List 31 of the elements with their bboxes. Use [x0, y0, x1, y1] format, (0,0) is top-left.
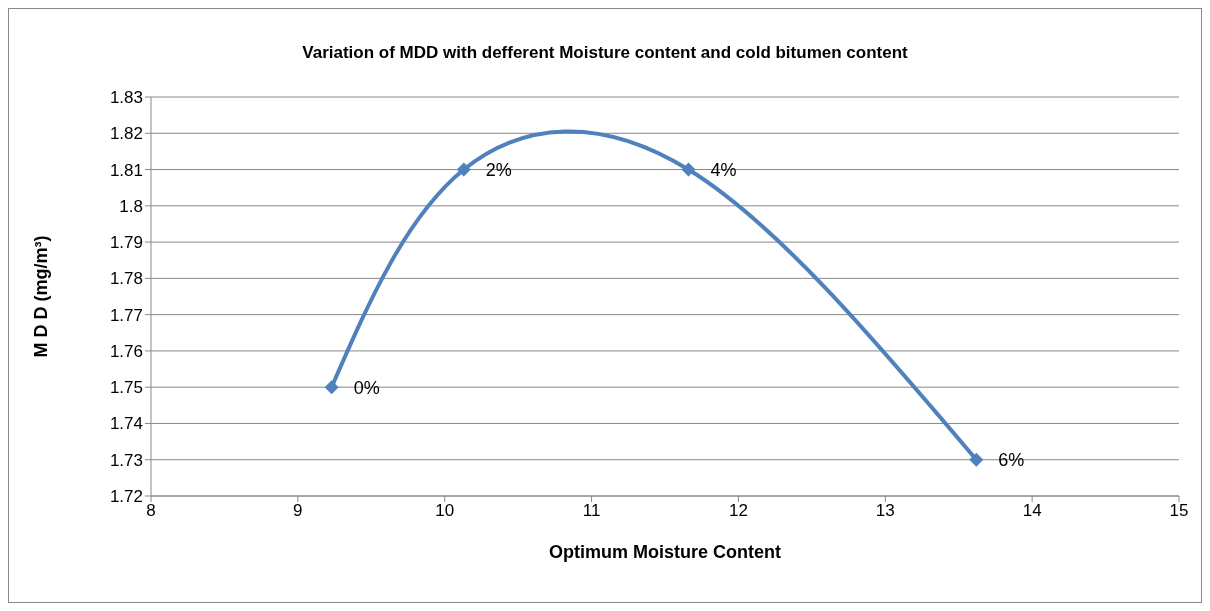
x-axis-title: Optimum Moisture Content [549, 542, 781, 562]
point [456, 162, 471, 177]
x-tick-label: 10 [435, 501, 455, 521]
y-tick-label: 1.77 [109, 305, 143, 325]
y-tick-label: 1.72 [109, 487, 143, 507]
y-tick-label: 1.76 [109, 341, 143, 361]
x-tick-label: 13 [875, 501, 895, 521]
point [681, 162, 696, 177]
y-tick-label: 1.83 [109, 88, 143, 108]
y-tick-label: 1.74 [109, 414, 143, 434]
y-tick-label: 1.78 [109, 269, 143, 289]
x-tick-label: 14 [1022, 501, 1042, 521]
y-tick-label: 1.75 [109, 378, 143, 398]
x-tick-label: 8 [146, 501, 156, 521]
x-tick-label: 11 [582, 501, 601, 521]
chart-title: Variation of MDD with defferent Moisture content and cold bitumen content [301, 43, 909, 63]
y-tick-label: 1.8 [119, 196, 143, 216]
x-tick-label: 15 [1169, 501, 1189, 521]
y-tick-label: 1.79 [109, 233, 143, 253]
annotation: 4% [710, 159, 737, 180]
x-tick-label: 9 [293, 501, 303, 521]
y-tick-label: 1.73 [109, 450, 143, 470]
x-tick-label: 12 [728, 501, 748, 521]
annotation: 2% [485, 159, 512, 180]
y-tick-label: 1.81 [109, 160, 143, 180]
point [969, 452, 984, 467]
annotation: 0% [353, 377, 380, 398]
y-axis-title: M D D (mg/m³) [31, 235, 52, 358]
annotation: 6% [998, 450, 1025, 471]
point [324, 380, 339, 395]
y-tick-label: 1.82 [109, 124, 143, 144]
